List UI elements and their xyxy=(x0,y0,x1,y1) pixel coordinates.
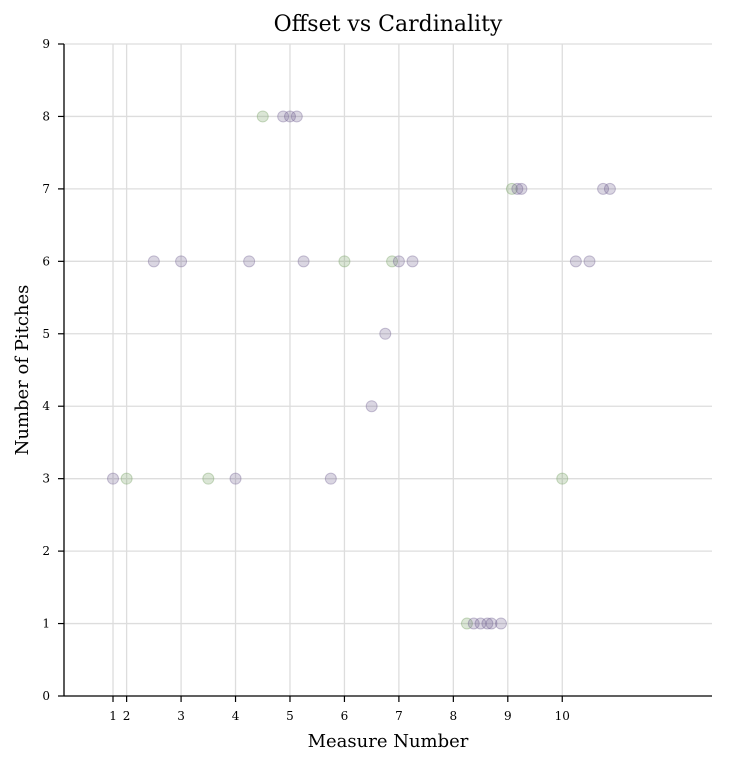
data-point xyxy=(474,617,487,630)
x-tick-label: 6 xyxy=(341,709,349,723)
x-tick-label: 5 xyxy=(286,709,294,723)
data-point xyxy=(392,255,405,268)
data-point xyxy=(277,110,290,123)
data-point xyxy=(597,182,610,195)
data-point xyxy=(229,472,242,485)
x-tick-label: 4 xyxy=(232,709,240,723)
data-point xyxy=(467,617,480,630)
data-point xyxy=(324,472,337,485)
data-point xyxy=(290,110,303,123)
y-tick-label: 3 xyxy=(42,472,50,486)
data-point xyxy=(603,182,616,195)
data-point xyxy=(505,182,518,195)
y-tick-label: 7 xyxy=(42,182,50,196)
x-tick-label: 7 xyxy=(395,709,403,723)
data-point xyxy=(481,617,494,630)
data-point xyxy=(460,617,473,630)
x-tick-label: 2 xyxy=(123,709,131,723)
y-tick-label: 0 xyxy=(42,689,50,703)
y-tick-label: 2 xyxy=(42,544,50,558)
x-tick-label: 3 xyxy=(177,709,185,723)
data-point xyxy=(515,182,528,195)
x-tick-label: 10 xyxy=(555,709,570,723)
data-point xyxy=(406,255,419,268)
data-point xyxy=(283,110,296,123)
data-point xyxy=(511,182,524,195)
data-point xyxy=(338,255,351,268)
x-axis-label: Measure Number xyxy=(308,731,469,752)
y-axis-label: Number of Pitches xyxy=(12,285,33,456)
data-point xyxy=(386,255,399,268)
x-tick-label: 1 xyxy=(109,709,117,723)
data-point xyxy=(107,472,120,485)
data-point xyxy=(494,617,507,630)
y-tick-label: 5 xyxy=(42,327,50,341)
y-tick-label: 9 xyxy=(42,37,50,51)
data-point xyxy=(243,255,256,268)
chart-title: Offset vs Cardinality xyxy=(274,12,503,37)
data-point xyxy=(556,472,569,485)
data-point xyxy=(583,255,596,268)
data-point xyxy=(297,255,310,268)
y-tick-label: 1 xyxy=(42,617,50,631)
y-tick-label: 6 xyxy=(42,254,50,268)
data-point xyxy=(147,255,160,268)
data-point xyxy=(365,400,378,413)
y-tick-label: 4 xyxy=(42,399,50,413)
data-point xyxy=(569,255,582,268)
points-layer xyxy=(107,110,616,630)
data-point xyxy=(120,472,133,485)
data-point xyxy=(175,255,188,268)
x-tick-label: 8 xyxy=(450,709,458,723)
data-point xyxy=(379,327,392,340)
x-tick-label: 9 xyxy=(504,709,512,723)
y-tick-label: 8 xyxy=(42,109,50,123)
data-point xyxy=(485,617,498,630)
grid-layer xyxy=(64,43,712,696)
data-point xyxy=(202,472,215,485)
data-point xyxy=(256,110,269,123)
